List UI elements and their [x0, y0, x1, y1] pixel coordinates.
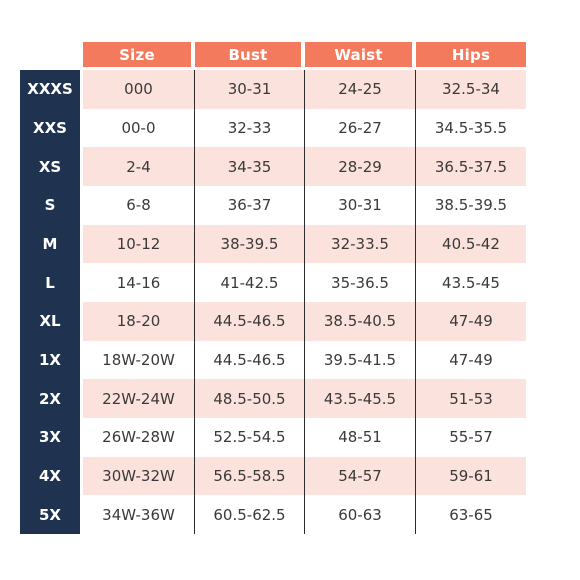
size-label: L	[45, 273, 55, 292]
cell-size: 30W-32W	[102, 467, 175, 486]
cell-hips: 47-49	[449, 351, 493, 370]
cell-size: 6-8	[126, 196, 151, 215]
cell-bust: 60.5-62.5	[213, 505, 286, 524]
header-hips: Hips	[416, 42, 526, 67]
cell-size: 18W-20W	[102, 351, 175, 370]
cell-hips: 32.5-34	[442, 80, 500, 99]
cell-hips: 34.5-35.5	[434, 118, 508, 137]
cell-hips: 55-57	[449, 428, 493, 447]
cell-bust: 52.5-54.5	[213, 428, 286, 447]
cell-hips: 63-65	[449, 505, 493, 524]
size-label: 5X	[38, 505, 61, 524]
cell-size: 34W-36W	[102, 505, 175, 524]
cell-size: 22W-24W	[102, 389, 175, 408]
cell-waist: 38.5-40.5	[323, 312, 397, 331]
cell-size: 10-12	[116, 235, 161, 253]
cell-size: 14-16	[116, 273, 161, 292]
cell-waist: 39.5-41.5	[323, 351, 397, 370]
size-chart: Size Bust Waist Hips XXXS XXS XS S M L XL 1X 2X 3…	[20, 42, 526, 535]
size-label: M	[42, 235, 58, 253]
cell-waist: 30-31	[338, 196, 382, 215]
cell-bust: 38-39.5	[220, 235, 279, 253]
cell-bust: 56.5-58.5	[213, 467, 286, 486]
cell-hips: 43.5-45	[442, 273, 500, 292]
cell-bust: 34-35	[227, 157, 272, 176]
size-label: 4X	[38, 467, 61, 486]
cell-waist: 60-63	[338, 505, 382, 524]
cell-hips: 51-53	[449, 389, 493, 408]
cell-bust: 32-33	[227, 118, 272, 137]
cell-size: 000	[124, 80, 153, 99]
cell-waist: 24-25	[338, 80, 382, 99]
cell-bust: 41-42.5	[220, 273, 279, 292]
cell-bust: 44.5-46.5	[213, 312, 286, 331]
header-waist: Waist	[305, 42, 412, 67]
size-label: 3X	[38, 428, 61, 447]
cell-size: 2-4	[126, 157, 151, 176]
size-label: S	[44, 196, 56, 215]
cell-bust: 48.5-50.5	[213, 389, 286, 408]
size-label: 1X	[38, 351, 61, 370]
header-size: Size	[83, 42, 191, 67]
size-label: 2X	[38, 389, 61, 408]
column-divider	[415, 70, 416, 534]
cell-waist: 26-27	[338, 118, 382, 137]
size-label: XS	[38, 157, 62, 176]
size-label: XXXS	[27, 80, 73, 99]
header-row: Size Bust Waist Hips	[83, 42, 526, 67]
cell-hips: 40.5-42	[442, 235, 500, 253]
cell-hips: 59-61	[449, 467, 493, 486]
cell-bust: 44.5-46.5	[213, 351, 286, 370]
cell-size: 26W-28W	[102, 428, 175, 447]
header-bust: Bust	[195, 42, 301, 67]
cell-waist: 28-29	[338, 157, 382, 176]
cell-waist: 43.5-45.5	[323, 389, 397, 408]
cell-waist: 32-33.5	[331, 235, 389, 253]
size-label: XL	[39, 312, 61, 331]
size-label: XXS	[33, 118, 67, 137]
cell-waist: 54-57	[338, 467, 382, 486]
cell-hips: 36.5-37.5	[434, 157, 508, 176]
cell-bust: 30-31	[227, 80, 272, 99]
cell-bust: 36-37	[227, 196, 272, 215]
cell-hips: 47-49	[449, 312, 493, 331]
column-divider	[194, 70, 195, 534]
cell-size: 18-20	[116, 312, 161, 331]
cell-size: 00-0	[121, 118, 156, 137]
cell-waist: 48-51	[338, 428, 382, 447]
column-divider	[304, 70, 305, 534]
size-label-column: XXXS XXS XS S M L XL 1X 2X 3X 4X 5X	[20, 70, 80, 534]
cell-waist: 35-36.5	[331, 273, 389, 292]
cell-hips: 38.5-39.5	[434, 196, 508, 215]
